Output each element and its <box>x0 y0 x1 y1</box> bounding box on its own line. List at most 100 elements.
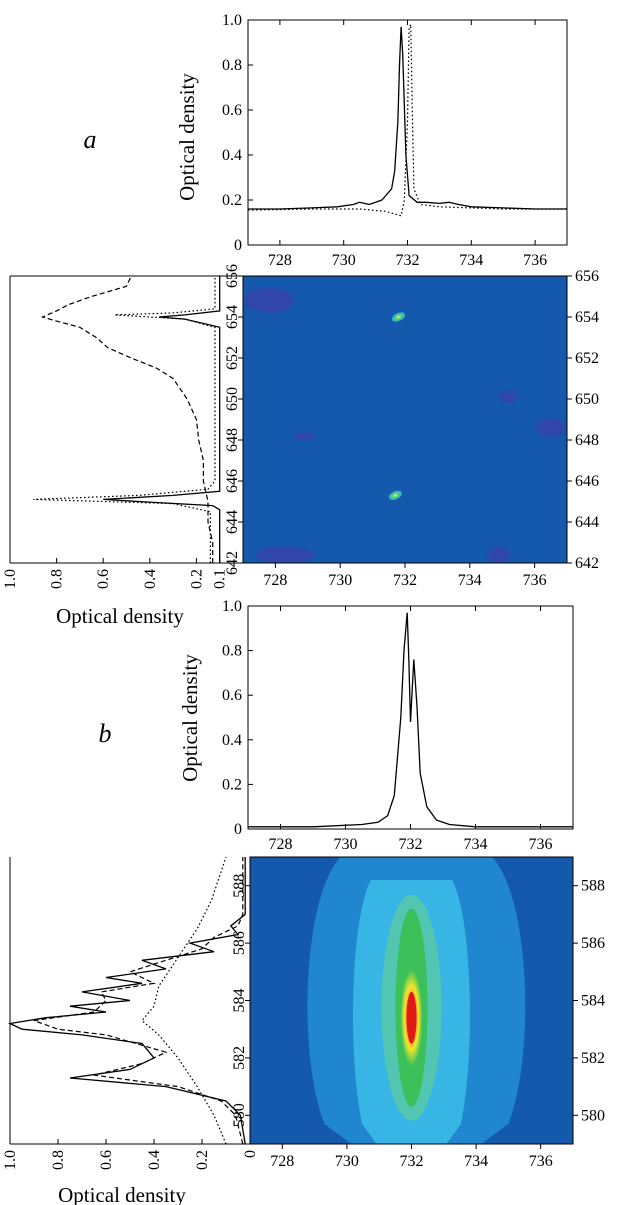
b-top-xtick-label: 736 <box>529 836 553 853</box>
b-side-xtick-label: 0.4 <box>146 1150 163 1170</box>
b-top-xtick-label: 732 <box>399 836 423 853</box>
a-map-noise-patch <box>255 546 316 563</box>
b-map-image <box>250 857 573 1144</box>
b-side-ytick-label: 584 <box>231 989 248 1013</box>
a-side-series-dashed <box>40 275 214 563</box>
b-map-ytick-label: 588 <box>581 878 605 895</box>
a-map-ytick-label: 642 <box>575 555 599 572</box>
a-side-ytick-label: 650 <box>224 387 241 411</box>
a-map-ytick-label: 656 <box>575 268 599 285</box>
b-map-xtick-label: 736 <box>529 1153 553 1170</box>
b-top-ytick-label: 0 <box>234 821 242 838</box>
a-map-ytick-label: 648 <box>575 432 599 449</box>
a-top-xtick-label: 734 <box>459 252 483 269</box>
a-map-hot-spot <box>388 490 402 501</box>
a-side-series-dotted <box>33 276 216 563</box>
a-top-ylabel: Optical density <box>175 73 199 201</box>
panel-b-label: b <box>99 719 112 748</box>
b-side-series-dotted <box>141 856 227 1145</box>
b-map-ytick-label: 584 <box>581 993 605 1010</box>
a-map-noise-patch <box>535 418 566 437</box>
plots-layer: 728 730 732 734 736 0 0.2 0.4 0.6 0.8 1.0 1.0 0.8 0.6… <box>2 12 605 1170</box>
b-side-xtick-label: 0 <box>242 1150 259 1158</box>
a-top-series-dotted <box>247 24 567 217</box>
b-side-xtick-label: 0.2 <box>194 1150 211 1170</box>
b-top-ytick-label: 0.6 <box>222 687 242 704</box>
a-map-noise-patch <box>499 390 518 403</box>
b-top-ytick-label: 0.2 <box>222 776 242 793</box>
b-map-ytick-label: 582 <box>581 1050 605 1067</box>
a-map-background <box>243 276 567 563</box>
b-map-core-peak <box>406 991 417 1044</box>
b-side-ytick-label: 586 <box>231 931 248 955</box>
b-top-ytick-label: 0.4 <box>222 732 242 749</box>
a-side-xtick-label: 0.2 <box>188 569 205 589</box>
a-side-xtick-label: 0.1 <box>212 569 229 589</box>
a-map-image <box>243 276 567 563</box>
a-top-ytick-label: 0.6 <box>222 102 242 119</box>
b-map-xtick-label: 730 <box>335 1153 359 1170</box>
b-side-xtick-label: 0.6 <box>98 1150 115 1170</box>
a-side-ytick-label: 644 <box>224 510 241 534</box>
a-map-ytick-label: 644 <box>575 514 599 531</box>
a-side-ytick-label: 652 <box>224 346 241 370</box>
b-map-ytick-label: 580 <box>581 1107 605 1124</box>
a-map-xtick-label: 736 <box>523 572 547 589</box>
a-map-ytick-label: 652 <box>575 350 599 367</box>
b-map-ytick-label: 586 <box>581 935 605 952</box>
a-top-series-solid <box>248 26 567 210</box>
a-top-ytick-label: 0.4 <box>222 147 242 164</box>
a-side-ytick-label: 654 <box>224 305 241 329</box>
a-top-ytick-label: 1.0 <box>222 12 242 29</box>
b-map-xtick-label: 732 <box>400 1153 424 1170</box>
b-side-ytick-label: 588 <box>231 874 248 898</box>
a-map-noise-patch <box>487 546 510 563</box>
a-map-xtick-label: 732 <box>393 572 417 589</box>
a-top-xtick-label: 732 <box>396 252 420 269</box>
b-top-series-solid <box>248 612 573 828</box>
a-side-xtick-label: 0.8 <box>49 569 66 589</box>
a-side-ytick-label: 648 <box>224 428 241 452</box>
b-map-frame <box>249 856 574 1145</box>
a-map-xtick-label: 728 <box>263 572 287 589</box>
a-map-hot-spot <box>391 312 406 322</box>
b-map-xtick-label: 728 <box>270 1153 294 1170</box>
a-top-ytick-label: 0 <box>234 237 242 254</box>
a-map-xtick-label: 730 <box>328 572 352 589</box>
a-side-xtick-label: 1.0 <box>2 569 19 589</box>
b-side-xtick-label: 0.8 <box>50 1150 67 1170</box>
b-side-ytick-label: 582 <box>231 1046 248 1070</box>
a-map-frame <box>242 275 568 564</box>
a-side-ytick-label: 642 <box>224 551 241 575</box>
a-map-ytick-label: 654 <box>575 309 599 326</box>
a-side-xtick-label: 0.6 <box>95 569 112 589</box>
b-side-series-solid <box>7 857 246 1145</box>
a-side-xlabel: Optical density <box>56 604 184 628</box>
a-side-series-solid <box>103 276 221 563</box>
b-top-ytick-label: 0.8 <box>222 643 242 660</box>
b-top-ylabel: Optical density <box>178 654 202 782</box>
b-map-xtick-label: 734 <box>464 1153 488 1170</box>
a-map-noise-patch <box>294 431 315 440</box>
a-map-ytick-label: 650 <box>575 391 599 408</box>
b-top-xtick-label: 730 <box>334 836 358 853</box>
a-side-xtick-label: 0.4 <box>142 569 159 589</box>
a-top-xtick-label: 730 <box>332 252 356 269</box>
b-top-xtick-label: 734 <box>464 836 488 853</box>
a-map-xtick-label: 734 <box>458 572 482 589</box>
b-top-xtick-label: 728 <box>269 836 293 853</box>
b-side-xtick-label: 1.0 <box>2 1150 19 1170</box>
a-top-xtick-label: 736 <box>523 252 547 269</box>
b-side-series-dashed <box>33 857 244 1145</box>
a-top-ytick-label: 0.2 <box>222 192 242 209</box>
a-top-ytick-label: 0.8 <box>222 57 242 74</box>
a-side-ytick-label: 646 <box>224 469 241 493</box>
b-top-ytick-label: 1.0 <box>222 598 242 615</box>
a-top-xtick-label: 728 <box>268 252 292 269</box>
b-side-xlabel: Optical density <box>58 1183 186 1205</box>
a-map-noise-patch <box>243 288 294 314</box>
panel-a-label: a <box>84 125 97 154</box>
a-side-ytick-label: 656 <box>224 264 241 288</box>
a-map-ytick-label: 646 <box>575 473 599 490</box>
